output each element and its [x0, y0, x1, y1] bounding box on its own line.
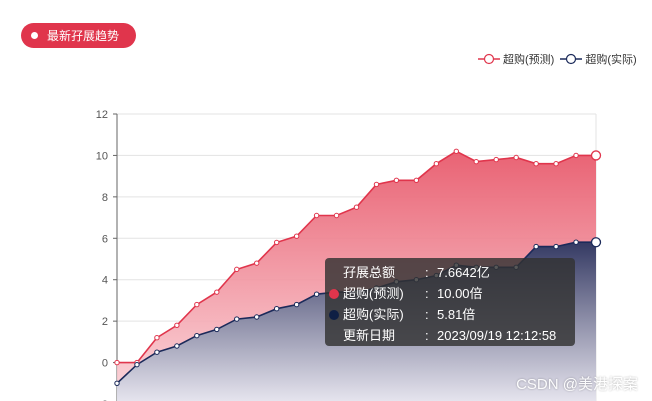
data-point — [493, 156, 499, 163]
data-point — [254, 314, 260, 320]
y-tick-label: 2 — [102, 316, 108, 328]
tooltip-row-forecast: 超购(预测) : 10.00倍 — [325, 284, 575, 305]
data-point — [134, 361, 140, 368]
data-point — [533, 243, 539, 250]
data-point — [214, 289, 220, 295]
data-point — [573, 239, 579, 245]
data-point — [393, 177, 400, 183]
data-point — [254, 260, 260, 266]
tooltip-label: 更新日期 — [343, 328, 396, 343]
data-point — [234, 316, 240, 322]
data-point — [293, 301, 300, 308]
data-point — [313, 212, 320, 219]
data-point — [573, 152, 579, 159]
data-point — [293, 233, 300, 239]
tooltip-label: 超购(实际) — [343, 307, 404, 322]
tooltip-colon: : — [425, 328, 429, 343]
legend-line-marker-icon — [478, 53, 500, 65]
data-point — [114, 359, 120, 366]
y-tick-label: 8 — [102, 192, 108, 204]
title-pill: 最新孖展趋势 — [21, 23, 136, 48]
tooltip-colon: : — [425, 265, 429, 280]
data-point — [590, 150, 602, 161]
bullet-dot-icon — [31, 32, 38, 39]
y-tick-label: 0 — [102, 358, 108, 370]
tooltip-row-actual: 超购(实际) : 5.81倍 — [325, 305, 575, 326]
data-point — [273, 306, 280, 312]
series-dot-icon — [329, 310, 339, 320]
series-dot-icon — [329, 289, 339, 299]
data-point — [154, 349, 160, 355]
y-tick-label: 4 — [102, 275, 108, 287]
data-point — [553, 161, 559, 167]
data-point — [513, 154, 519, 161]
data-point — [194, 301, 200, 308]
tooltip-value: 7.6642亿 — [437, 265, 490, 280]
data-point — [353, 204, 360, 210]
data-point — [174, 343, 180, 349]
data-point — [590, 237, 602, 248]
data-point — [194, 332, 200, 339]
data-point — [234, 266, 240, 273]
data-point — [373, 181, 380, 188]
chart-tooltip: 孖展总额 : 7.6642亿 超购(预测) : 10.00倍 超购(实际) : … — [325, 258, 575, 346]
data-point — [413, 177, 420, 183]
data-point — [533, 161, 539, 167]
legend-label: 超购(预测) — [503, 54, 555, 66]
tooltip-row-date: 更新日期 : 2023/09/19 12:12:58 — [325, 326, 575, 347]
legend-label: 超购(实际) — [585, 54, 637, 66]
chart-legend: 超购(预测) 超购(实际) — [478, 51, 643, 67]
tooltip-colon: : — [425, 286, 429, 301]
data-point — [273, 239, 280, 246]
legend-item-forecast[interactable]: 超购(预测) — [478, 51, 554, 67]
y-tick-label: 10 — [96, 150, 108, 162]
tooltip-label: 超购(预测) — [343, 286, 404, 301]
data-point — [214, 326, 220, 333]
y-tick-label: 12 — [96, 109, 108, 121]
tooltip-colon: : — [425, 307, 429, 322]
tooltip-value: 10.00倍 — [437, 286, 483, 301]
watermark-text: CSDN @美港探案 — [516, 376, 638, 393]
data-point — [313, 291, 320, 297]
legend-line-marker-icon — [560, 53, 583, 65]
data-point — [473, 158, 479, 165]
data-point — [174, 322, 180, 328]
y-tick-label: 6 — [102, 233, 108, 245]
data-point — [453, 148, 459, 154]
y-tick-label: -2 — [98, 399, 108, 401]
tooltip-row-total: 孖展总额 : 7.6642亿 — [325, 263, 575, 284]
data-point — [114, 380, 120, 386]
data-point — [154, 335, 160, 341]
data-point — [553, 243, 559, 250]
title-label: 最新孖展趋势 — [47, 29, 120, 43]
legend-item-actual[interactable]: 超购(实际) — [560, 51, 637, 67]
data-point — [433, 161, 440, 167]
tooltip-label: 孖展总额 — [343, 265, 396, 280]
tooltip-value: 5.81倍 — [437, 307, 476, 322]
tooltip-value: 2023/09/19 12:12:58 — [437, 328, 557, 343]
data-point — [333, 212, 340, 219]
